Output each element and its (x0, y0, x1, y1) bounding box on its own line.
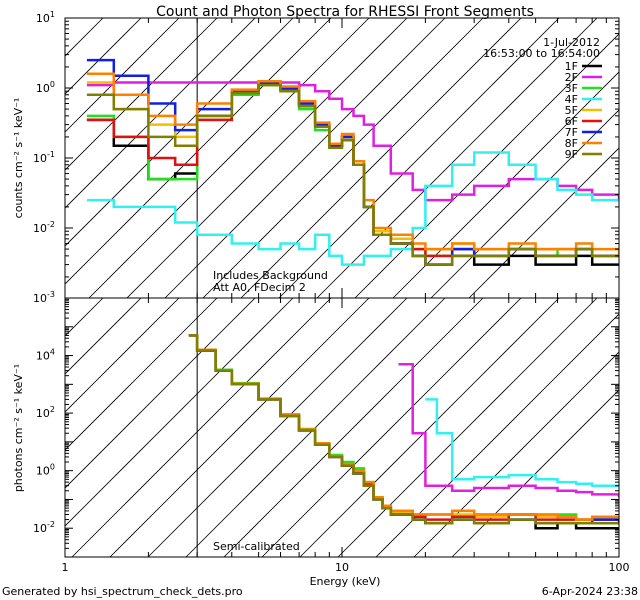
y-tick-label: 102 (36, 405, 55, 420)
annotation: Includes Background (213, 269, 328, 282)
series-9F (188, 334, 619, 525)
date-label: 1-Jul-2012 (543, 36, 600, 49)
y-axis-label: photons cm⁻² s⁻¹ keV⁻¹ (12, 364, 25, 492)
footer-timestamp: 6-Apr-2024 23:38 (542, 585, 638, 598)
annotation: Att A0, FDecim 2 (213, 281, 306, 294)
x-axis-label: Energy (keV) (310, 575, 381, 588)
series-9F (86, 83, 619, 266)
attenuator-hatch-region (65, 18, 619, 298)
y-tick-label: 10-2 (33, 220, 55, 235)
legend-label: 4F (565, 93, 578, 106)
legend-label: 7F (565, 126, 578, 139)
x-tick-label: 1 (62, 561, 69, 574)
count-spectrum-panel: 101 100 10-1 10-2 10-3 counts cm⁻² s⁻¹ keV⁻¹ I… (12, 10, 620, 305)
legend-label: 2F (565, 71, 578, 84)
legend-label: 5F (565, 104, 578, 117)
time-range-label: 16:53:00 to 16:54:00 (483, 47, 600, 60)
y-tick-label: 101 (36, 10, 55, 25)
y-tick-label: 10-1 (33, 150, 55, 165)
x-tick-label: 10 (335, 561, 349, 574)
chart-title: Count and Photon Spectra for RHESSI Fron… (156, 4, 534, 20)
y-tick-label: 104 (36, 348, 55, 363)
attenuator-hatch-region (65, 298, 619, 557)
legend-label: 1F (565, 60, 578, 73)
legend-label: 9F (565, 148, 578, 161)
series-4F (86, 151, 619, 266)
annotation: Semi-calibrated (213, 540, 300, 553)
series-4F (425, 398, 619, 487)
legend-label: 8F (565, 137, 578, 150)
legend-label: 3F (565, 82, 578, 95)
x-tick-label: 100 (609, 561, 630, 574)
y-tick-label: 10-2 (33, 520, 55, 535)
photon-spectrum-panel: 1 10 100 104 102 100 10-2 photons cm⁻² s⁻¹ keV⁻… (12, 297, 630, 588)
footer-generator: Generated by hsi_spectrum_check_dets.pro (2, 585, 243, 598)
y-tick-label: 100 (36, 463, 55, 478)
y-tick-label: 100 (36, 80, 55, 95)
y-tick-label: 10-3 (33, 290, 55, 305)
legend-label: 6F (565, 115, 578, 128)
series-2F (398, 362, 619, 498)
y-axis-label: counts cm⁻² s⁻¹ keV⁻¹ (12, 98, 25, 219)
